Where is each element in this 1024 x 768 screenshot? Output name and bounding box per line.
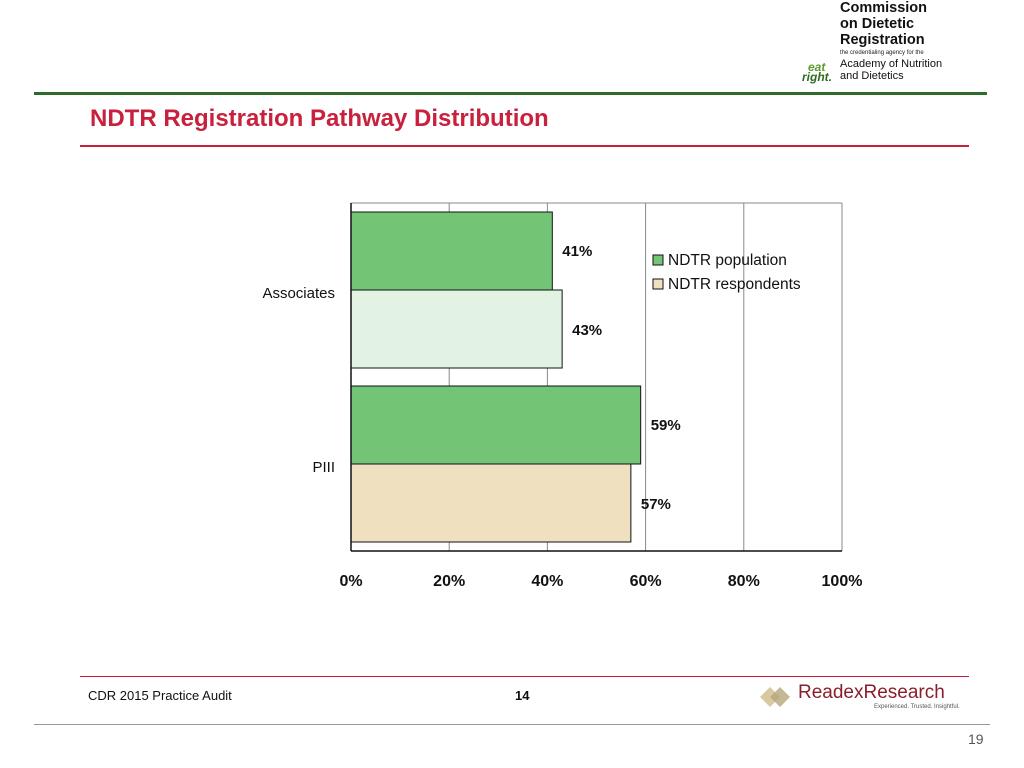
logo-line-dietetic: on Dietetic	[840, 16, 915, 32]
footer-page-number: 14	[515, 688, 530, 703]
bar-associates-respondents	[350, 289, 563, 369]
logo-line-registration: Registration	[840, 32, 925, 48]
logo-academy-line1: Academy of Nutrition	[840, 58, 943, 70]
legend-label: NDTR respondents	[668, 276, 801, 293]
readex-name: ReadexResearch	[798, 682, 945, 703]
footer-source: CDR 2015 Practice Audit	[88, 688, 232, 703]
bars	[350, 211, 642, 543]
legend-swatch-respondents	[652, 278, 664, 290]
logo-academy-line2: and Dietetics	[840, 70, 904, 82]
bar-piii-respondents	[350, 463, 632, 543]
value-label: 57%	[641, 496, 671, 513]
value-label: 41%	[562, 243, 592, 260]
legend-swatch-population	[652, 254, 664, 266]
slide-number: 19	[968, 731, 984, 747]
footer-divider	[80, 676, 969, 677]
x-tick-label: 100%	[822, 573, 863, 590]
labels: 0% 20% 40% 60% 80% 100% 41% 43% Associates 59% 57%…	[262, 243, 862, 590]
bottom-divider	[34, 724, 990, 725]
header-divider	[34, 92, 987, 95]
value-label: 43%	[572, 322, 602, 339]
cdr-logo: Commission on Dietetic Registration the …	[800, 0, 980, 86]
eat-right-logo-eat: eat	[808, 60, 826, 74]
legend: NDTR population NDTR respondents	[652, 252, 801, 293]
x-tick-label: 20%	[433, 573, 465, 590]
readex-logo: ReadexResearch Experienced. Trusted. Ins…	[758, 682, 978, 718]
readex-tagline: Experienced. Trusted. Insightful.	[874, 704, 960, 710]
category-label: PIII	[312, 459, 335, 476]
category-label: Associates	[262, 285, 335, 302]
x-tick-label: 60%	[630, 573, 662, 590]
readex-diamond-icon	[760, 687, 790, 707]
legend-label: NDTR population	[668, 252, 787, 269]
axes	[350, 203, 842, 552]
bar-chart: 0% 20% 40% 60% 80% 100% 41% 43% Associates 59% 57%…	[262, 202, 862, 590]
value-label: 59%	[651, 417, 681, 434]
logo-tagline: the credentialing agency for the	[840, 50, 924, 56]
x-tick-label: 80%	[728, 573, 760, 590]
eat-right-logo-right: right.	[802, 70, 832, 84]
logo-line-commission: Commission	[840, 0, 928, 16]
bar-associates-population	[350, 211, 553, 291]
x-tick-label: 40%	[531, 573, 563, 590]
slide-title: NDTR Registration Pathway Distribution	[90, 105, 549, 132]
title-divider	[80, 145, 969, 147]
bar-piii-population	[350, 385, 642, 465]
x-tick-label: 0%	[339, 573, 362, 590]
